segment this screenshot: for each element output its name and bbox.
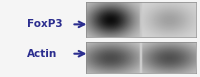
Text: Actin: Actin	[27, 49, 57, 59]
Text: siRNA: siRNA	[137, 10, 176, 23]
Text: SC: SC	[104, 10, 122, 23]
Text: FoxP3: FoxP3	[27, 19, 62, 29]
